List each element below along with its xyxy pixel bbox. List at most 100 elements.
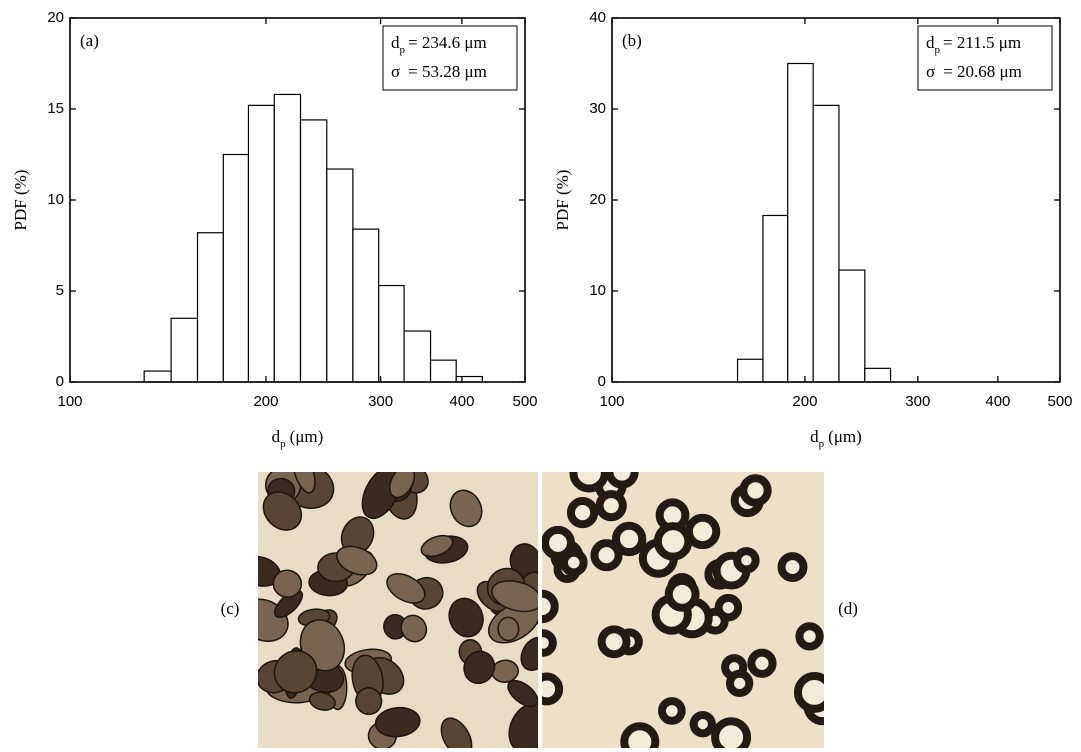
- bar: [170, 317, 199, 383]
- grain: [448, 597, 484, 638]
- bar: [352, 228, 380, 383]
- x-tick-label: 200: [253, 393, 278, 410]
- grain: [355, 687, 383, 716]
- grain: [374, 706, 421, 738]
- bead: [689, 711, 716, 738]
- text-part: = 53.28 μm: [408, 62, 487, 81]
- bar: [196, 232, 224, 383]
- x-tick-label: 300: [368, 393, 393, 410]
- x-tick-label: 300: [905, 393, 930, 410]
- x-axis-label: dp (μm): [810, 427, 862, 450]
- grain: [520, 636, 538, 671]
- photo-d-content: [542, 472, 824, 748]
- text-part: p: [400, 44, 406, 56]
- y-tick-label: 10: [47, 191, 64, 208]
- bead: [684, 513, 721, 550]
- x-tick-label: 100: [599, 393, 624, 410]
- bar: [429, 359, 457, 383]
- bead: [605, 472, 639, 489]
- text-part: d: [810, 427, 819, 446]
- grain: [449, 489, 483, 528]
- bead: [597, 625, 631, 659]
- photo-c-content: [258, 472, 538, 748]
- y-tick-label: 30: [589, 100, 606, 117]
- text-part: p: [935, 44, 941, 56]
- grain: [440, 717, 473, 748]
- bar: [736, 358, 764, 383]
- y-tick-label: 15: [47, 100, 64, 117]
- x-axis-label: dp (μm): [272, 427, 324, 450]
- text-part: d: [272, 427, 281, 446]
- grain: [386, 572, 426, 604]
- bead: [542, 672, 564, 706]
- grain: [388, 472, 416, 499]
- text-part: = 211.5 μm: [943, 33, 1021, 52]
- bar: [864, 367, 892, 383]
- stats-line: dp = 211.5 μm: [926, 33, 1021, 56]
- grain: [491, 580, 538, 613]
- y-tick-label: 5: [56, 282, 64, 299]
- text-part: d: [926, 33, 935, 52]
- panel-label: (a): [80, 31, 99, 50]
- panel-label: (b): [622, 31, 642, 50]
- bar: [787, 62, 814, 383]
- bead: [542, 629, 557, 657]
- bar: [326, 168, 354, 383]
- grain: [273, 589, 304, 619]
- bead: [711, 717, 752, 748]
- bead: [733, 547, 760, 574]
- stats-box: [382, 25, 518, 91]
- grain: [420, 534, 454, 558]
- bar: [222, 153, 250, 383]
- bead: [664, 576, 700, 612]
- image-label: (c): [221, 599, 240, 618]
- grain: [272, 569, 303, 598]
- bead: [795, 622, 824, 651]
- x-tick-label: 400: [449, 393, 474, 410]
- bar: [403, 330, 432, 383]
- bead: [620, 722, 660, 748]
- bar: [299, 119, 328, 383]
- bead: [569, 472, 609, 493]
- bar: [378, 284, 405, 383]
- grain: [273, 650, 318, 694]
- bar: [143, 370, 172, 383]
- y-tick-label: 0: [56, 373, 64, 390]
- y-tick-label: 0: [598, 373, 606, 390]
- bead: [725, 669, 754, 698]
- bead: [559, 548, 588, 577]
- stats-box: [917, 25, 1053, 91]
- stats-line: dp = 234.6 μm: [391, 33, 487, 56]
- y-axis-label: PDF (%): [553, 170, 572, 231]
- text-part: = 234.6 μm: [408, 33, 487, 52]
- y-tick-label: 40: [589, 9, 606, 26]
- text-part: σ: [926, 62, 935, 81]
- bar: [838, 269, 866, 383]
- bead: [747, 648, 777, 678]
- text-part: p: [280, 438, 286, 450]
- x-tick-label: 500: [512, 393, 537, 410]
- stats-line: σ = 20.68 μm: [926, 62, 1022, 81]
- image-label: (d): [838, 599, 858, 618]
- x-tick-label: 400: [985, 393, 1010, 410]
- grain: [400, 614, 428, 643]
- bead: [542, 589, 559, 624]
- y-tick-label: 20: [47, 9, 64, 26]
- bead: [611, 521, 647, 557]
- bead: [793, 672, 824, 713]
- text-part: σ: [391, 62, 400, 81]
- bar: [273, 93, 302, 383]
- bar: [247, 104, 275, 383]
- text-part: p: [819, 438, 825, 450]
- x-tick-label: 200: [792, 393, 817, 410]
- bead: [595, 490, 627, 522]
- text-part: (μm): [828, 427, 862, 446]
- bar: [812, 104, 840, 383]
- grain: [497, 616, 520, 642]
- bead: [653, 522, 693, 561]
- grain: [262, 491, 303, 531]
- bead: [657, 697, 686, 725]
- grain: [335, 545, 378, 576]
- grain: [292, 472, 316, 494]
